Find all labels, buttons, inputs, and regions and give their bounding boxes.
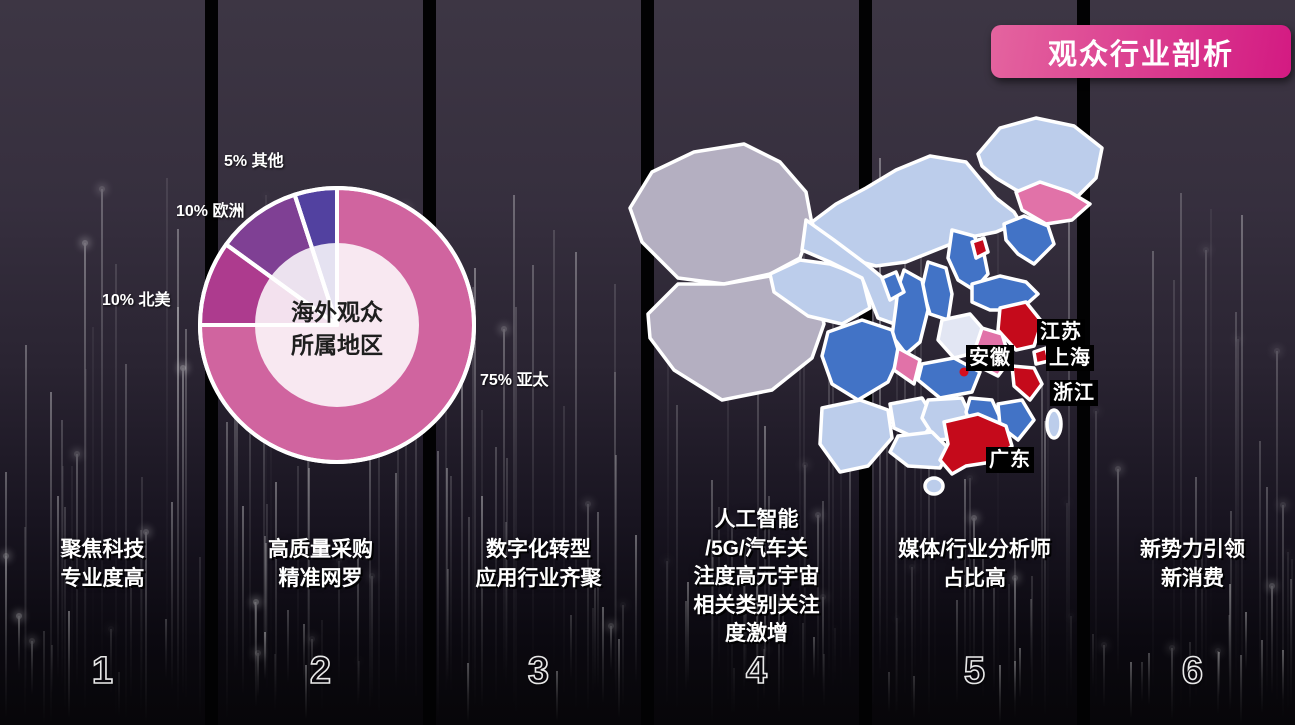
column-number-3: 3 xyxy=(527,649,550,693)
pie-name-europe: 欧洲 xyxy=(212,203,245,220)
pie-pct-europe: 10% xyxy=(176,203,209,220)
map-label-jiangsu: 江苏 xyxy=(1037,319,1085,345)
pie-name-north-america: 北美 xyxy=(138,292,171,309)
province-guangxi xyxy=(888,430,952,470)
province-qinghai xyxy=(768,258,872,326)
pie-pct-north-america: 10% xyxy=(102,292,135,309)
pie-name-asia-pacific: 亚太 xyxy=(516,372,549,389)
light-streaks-background xyxy=(0,0,205,725)
map-label-zhejiang: 浙江 xyxy=(1050,380,1098,406)
province-hainan xyxy=(923,476,945,496)
pie-slice xyxy=(198,186,476,464)
column-number-5: 5 xyxy=(963,649,986,693)
column-title-4: 人工智能 /5G/汽车关 注度高元宇宙 相关类别关注 度激增 xyxy=(693,508,820,646)
column-title-3: 数字化转型 应用行业齐聚 xyxy=(475,538,602,590)
pie-label-north-america: 10% 北美 xyxy=(102,286,171,310)
donut-chart xyxy=(198,186,476,464)
column-panel-1: 聚焦科技 专业度高 1 xyxy=(0,0,205,725)
province-jiangsu xyxy=(996,300,1044,352)
map-label-anhui: 安徽 xyxy=(966,345,1014,371)
province-xinjiang xyxy=(628,142,814,286)
province-taiwan xyxy=(1045,408,1063,440)
province-ningxia xyxy=(880,270,906,302)
province-beijing xyxy=(970,236,990,260)
column-panel-6: 新势力引领 新消费 6 xyxy=(1090,0,1295,725)
pie-slice xyxy=(292,186,339,327)
donut-center-label: 海外观众 所属地区 xyxy=(291,299,383,358)
column-number-6: 6 xyxy=(1181,649,1204,693)
column-number-2: 2 xyxy=(309,649,332,693)
light-streaks-background xyxy=(436,0,641,725)
light-streaks-background xyxy=(1090,0,1295,725)
china-map xyxy=(628,116,1104,496)
pie-label-europe: 10% 欧洲 xyxy=(176,197,245,221)
province-jilin xyxy=(1014,180,1092,226)
province-chongqing xyxy=(892,346,922,386)
pie-pct-other: 5% xyxy=(224,153,248,170)
province-sichuan xyxy=(820,318,902,402)
pie-label-other: 5% 其他 xyxy=(224,147,284,171)
province-tibet xyxy=(646,274,826,402)
column-number-1: 1 xyxy=(91,649,114,693)
badge-label: 观众行业剖析 xyxy=(1047,38,1234,71)
column-title-6: 新势力引领 新消费 xyxy=(1140,538,1245,590)
pie-label-asia-pacific: 75% 亚太 xyxy=(480,366,549,390)
column-title-5: 媒体/行业分析师 占比高 xyxy=(898,538,1051,590)
province-yunnan xyxy=(818,398,894,474)
pie-pct-asia-pacific: 75% xyxy=(480,372,513,389)
province-zhejiang xyxy=(1010,364,1044,402)
column-number-4: 4 xyxy=(745,649,768,693)
title-badge: 观众行业剖析 xyxy=(991,25,1291,78)
pie-name-other: 其他 xyxy=(251,153,284,170)
column-title-2: 高质量采购 精准网罗 xyxy=(268,538,373,590)
map-label-guangdong: 广东 xyxy=(986,447,1034,473)
province-liaoning xyxy=(1002,214,1056,266)
column-title-1: 聚焦科技 专业度高 xyxy=(60,538,145,590)
map-label-shanghai: 上海 xyxy=(1046,345,1094,371)
